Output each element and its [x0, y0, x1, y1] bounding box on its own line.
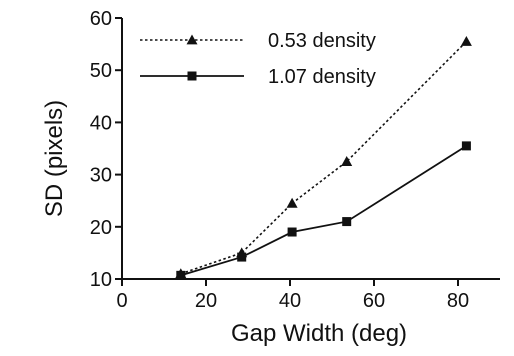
y-tick-label: 10: [90, 269, 112, 291]
x-tick-label: 60: [363, 290, 385, 312]
legend-label: 0.53 density: [268, 30, 376, 52]
data-point: [176, 270, 186, 280]
series-line-2: [180, 145, 467, 277]
legend-marker: [186, 34, 198, 45]
data-point: [286, 197, 298, 208]
legend-marker: [187, 71, 197, 81]
x-tick-label: 20: [195, 290, 217, 312]
data-point: [237, 252, 247, 262]
y-tick-label: 60: [90, 8, 112, 30]
x-axis-title: Gap Width (deg): [231, 320, 407, 347]
x-tick-label: 40: [279, 290, 301, 312]
legend-item-1: 0.53 density: [140, 30, 376, 52]
legend-label: 1.07 density: [268, 66, 376, 88]
series-2: [176, 141, 471, 280]
y-tick-label: 20: [90, 217, 112, 239]
x-tick-label: 0: [116, 290, 127, 312]
y-tick-label: 40: [90, 112, 112, 134]
series-layer: [175, 35, 472, 280]
data-point: [461, 141, 471, 151]
data-point: [460, 35, 472, 46]
y-tick-label: 30: [90, 165, 112, 187]
y-tick-label: 50: [90, 60, 112, 82]
data-point: [342, 217, 352, 227]
data-point: [287, 227, 297, 237]
legend: 0.53 density 1.07 density: [140, 30, 376, 88]
axes: 10 20 30 40 50 60 0 20 40 60 80: [90, 8, 500, 312]
x-tick-label: 80: [447, 290, 469, 312]
y-axis-title: SD (pixels): [41, 100, 68, 217]
legend-item-2: 1.07 density: [140, 66, 376, 88]
data-point: [341, 156, 353, 166]
